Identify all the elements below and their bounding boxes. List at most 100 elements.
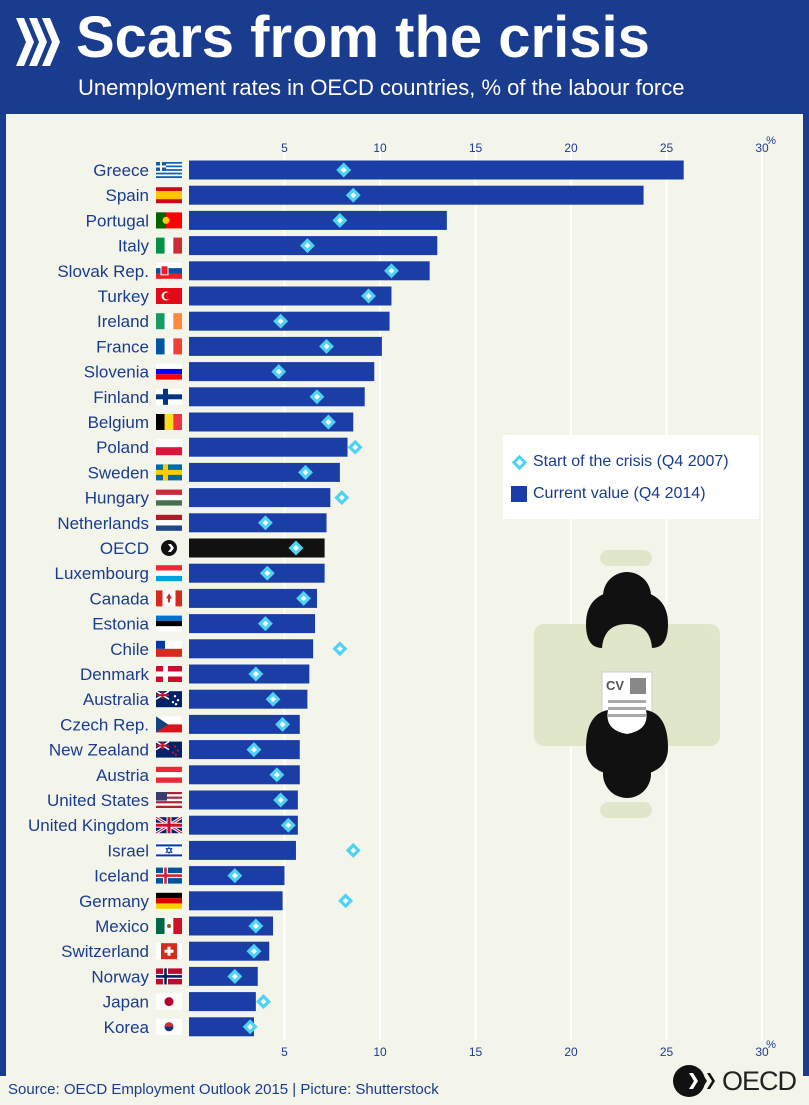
oecd-logo: OECD	[672, 1064, 804, 1100]
bar-current	[189, 185, 644, 205]
x-tick-label: 15	[469, 141, 483, 155]
category-label: Czech Rep.	[60, 715, 149, 734]
x-tick-label: 10	[373, 1045, 387, 1059]
chair-top	[600, 550, 652, 566]
category-label: Mexico	[95, 917, 149, 936]
flag-icon	[156, 388, 182, 405]
flag-icon	[155, 740, 182, 758]
marker-start	[280, 817, 296, 833]
bar-current	[189, 765, 300, 785]
bar-current	[189, 437, 348, 457]
flag-icon	[156, 615, 182, 632]
category-label: Poland	[96, 438, 149, 457]
marker-start	[345, 187, 361, 203]
flag-icon	[156, 842, 182, 859]
category-label: Belgium	[88, 413, 149, 432]
flag-icon	[156, 867, 182, 884]
flag-icon	[155, 815, 183, 835]
bar-chart: 5 10 15 20 25 30% 5 10 15 20 25 30% Greece Spain Por…	[28, 135, 776, 1059]
flag-icon	[156, 666, 182, 682]
category-label: Estonia	[92, 615, 149, 634]
bar-current	[189, 740, 300, 760]
flag-icon	[156, 338, 182, 355]
header: Scars from the crisis Unemployment rates…	[0, 0, 809, 108]
category-label: Spain	[106, 186, 149, 205]
flag-icon	[156, 288, 182, 304]
marker-start	[361, 288, 377, 304]
legend-item-start: Start of the crisis (Q4 2007)	[511, 451, 729, 473]
marker-start	[320, 414, 336, 430]
category-label: Switzerland	[61, 942, 149, 961]
candidate-head-icon	[603, 750, 651, 798]
category-label: Norway	[91, 967, 149, 986]
legend-item-current: Current value (Q4 2014)	[511, 483, 706, 505]
flag-icon	[155, 690, 182, 708]
marker-start	[332, 641, 348, 657]
page-subtitle: Unemployment rates in OECD countries, % …	[78, 75, 685, 100]
marker-start	[259, 565, 275, 581]
marker-start	[273, 313, 289, 329]
legend-label-current: Current value (Q4 2014)	[533, 485, 706, 502]
flag-icon	[156, 792, 182, 808]
marker-start	[248, 918, 264, 934]
category-label: Austria	[96, 766, 149, 785]
bar-current	[189, 639, 314, 659]
bar-current	[189, 941, 270, 961]
bar-current	[189, 261, 430, 281]
bar-current	[189, 513, 327, 533]
marker-start	[296, 590, 312, 606]
marker-start	[248, 666, 264, 682]
x-tick-label: 25	[660, 1045, 674, 1059]
bar-current	[189, 563, 325, 583]
marker-start	[338, 893, 354, 909]
marker-start	[309, 389, 325, 405]
marker-start	[347, 439, 363, 455]
bar-current	[189, 210, 447, 230]
bar-current	[189, 538, 325, 558]
flag-icon	[156, 363, 182, 380]
flag-icon	[156, 590, 182, 607]
marker-start	[227, 968, 243, 984]
flag-icon	[161, 540, 177, 556]
category-label: New Zealand	[49, 741, 149, 760]
flag-icon	[156, 640, 182, 657]
bar-current	[189, 488, 331, 508]
source-note: Source: OECD Employment Outlook 2015 | P…	[8, 1081, 439, 1098]
flag-icon	[156, 943, 182, 960]
oecd-logo-text: OECD	[722, 1066, 797, 1096]
category-label: Turkey	[98, 287, 150, 306]
oecd-logo-icon	[673, 1065, 715, 1097]
marker-start	[299, 238, 315, 254]
flag-icon	[156, 716, 182, 733]
bar-current	[189, 689, 308, 709]
flag-icon	[156, 439, 182, 456]
bar-current	[189, 462, 340, 482]
bar-current	[189, 891, 283, 911]
bar-current	[189, 160, 684, 180]
bar-current	[189, 286, 392, 306]
category-label: Denmark	[80, 665, 149, 684]
category-label: Ireland	[97, 312, 149, 331]
marker-start	[257, 616, 273, 632]
marker-start	[298, 464, 313, 480]
flag-icon	[156, 1018, 182, 1035]
flag-icon	[156, 766, 182, 783]
bar-current	[189, 412, 354, 432]
bar-current	[189, 992, 256, 1012]
flag-icon	[156, 187, 182, 204]
marker-start	[275, 716, 291, 732]
category-label: Australia	[83, 690, 150, 709]
category-label: Israel	[107, 841, 149, 860]
legend: Start of the crisis (Q4 2007) Current va…	[503, 435, 759, 519]
flag-icon	[156, 414, 182, 430]
oecd-chevrons-icon	[16, 18, 60, 66]
chair-bottom	[600, 802, 652, 818]
footer: Source: OECD Employment Outlook 2015 | P…	[0, 1065, 809, 1105]
bar-swatch-icon	[511, 486, 527, 502]
flag-icon	[156, 918, 182, 934]
flag-icon	[156, 464, 182, 481]
marker-start	[269, 767, 285, 783]
flag-icon	[156, 993, 182, 1010]
marker-start	[246, 742, 262, 758]
marker-start	[288, 540, 304, 556]
